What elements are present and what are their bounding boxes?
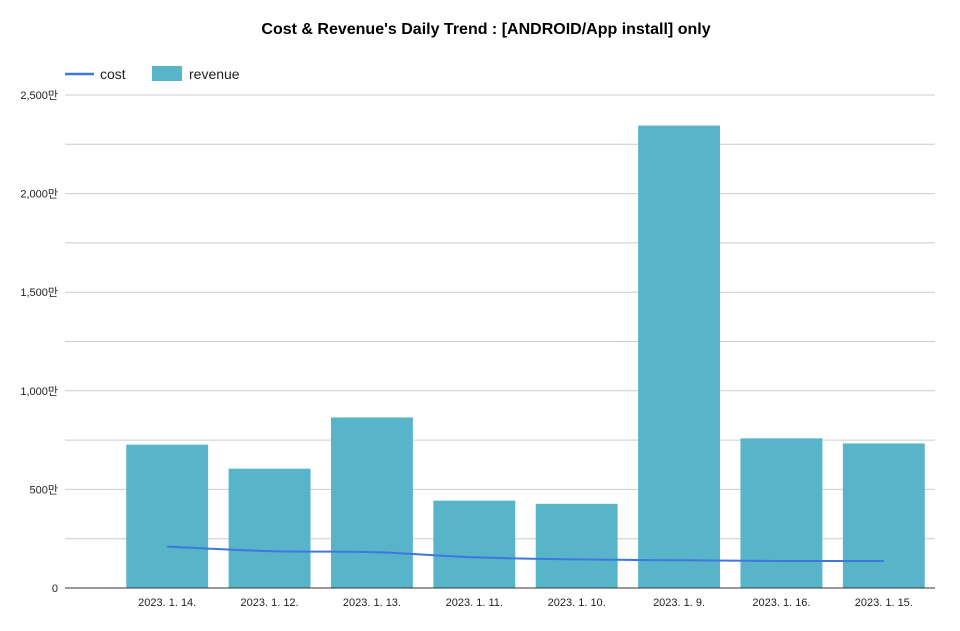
y-axis-tick-labels: 0 500만 1,000만 1,500만 2,000만 2,500만 bbox=[20, 89, 58, 595]
legend: cost revenue bbox=[65, 66, 240, 82]
x-tick-label: 2023. 1. 12. bbox=[241, 597, 299, 609]
y-tick-label: 2,500만 bbox=[20, 89, 58, 102]
chart-title: Cost & Revenue's Daily Trend : [ANDROID/… bbox=[261, 21, 710, 38]
legend-revenue-swatch bbox=[152, 66, 182, 81]
y-tick-label: 2,000만 bbox=[20, 188, 58, 201]
revenue-bar bbox=[330, 417, 413, 588]
x-axis-tick-labels: 2023. 1. 14. 2023. 1. 12. 2023. 1. 13. 2023… bbox=[138, 597, 913, 609]
legend-cost-label: cost bbox=[100, 66, 126, 82]
y-tick-label: 1,000만 bbox=[20, 385, 58, 398]
revenue-bar bbox=[126, 444, 209, 588]
y-tick-label: 0 bbox=[52, 583, 58, 595]
x-tick-label: 2023. 1. 10. bbox=[548, 597, 606, 609]
x-tick-label: 2023. 1. 9. bbox=[653, 597, 705, 609]
legend-revenue-label: revenue bbox=[189, 66, 240, 82]
cost-line bbox=[167, 545, 884, 563]
y-tick-label: 1,500만 bbox=[20, 286, 58, 299]
revenue-bar bbox=[433, 500, 516, 588]
x-tick-label: 2023. 1. 15. bbox=[855, 597, 913, 609]
y-tick-label: 500만 bbox=[30, 483, 58, 496]
x-tick-label: 2023. 1. 14. bbox=[138, 597, 196, 609]
x-tick-label: 2023. 1. 13. bbox=[343, 597, 401, 609]
revenue-bar bbox=[842, 443, 925, 588]
revenue-bar bbox=[228, 468, 311, 588]
revenue-bars bbox=[126, 125, 925, 588]
cost-line-layer bbox=[167, 545, 884, 563]
revenue-bar bbox=[535, 503, 618, 588]
revenue-bar bbox=[638, 125, 721, 588]
x-tick-label: 2023. 1. 16. bbox=[752, 597, 810, 609]
revenue-bar bbox=[740, 438, 823, 588]
gridlines bbox=[65, 94, 935, 540]
x-tick-label: 2023. 1. 11. bbox=[446, 597, 503, 609]
